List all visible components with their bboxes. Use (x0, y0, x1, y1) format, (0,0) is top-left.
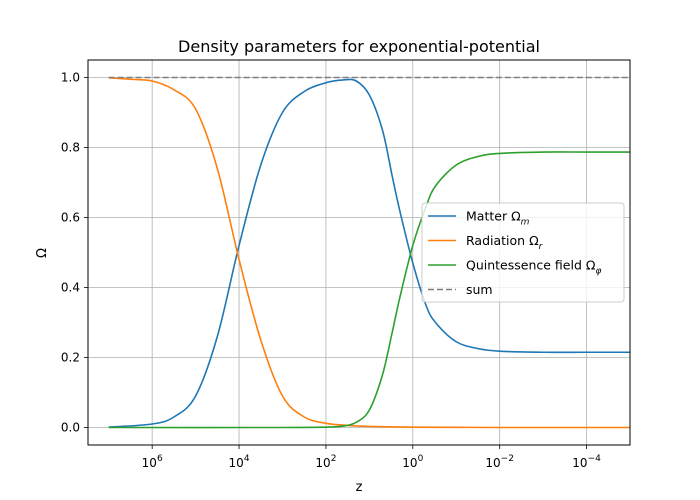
x-tick-label: 100 (402, 454, 423, 470)
series-line-matter (108, 78, 630, 428)
chart-title: Density parameters for exponential-poten… (178, 37, 540, 56)
y-tick-label: 0.2 (61, 351, 80, 365)
y-tick-label: 0.4 (61, 281, 80, 295)
series-layer (108, 76, 631, 429)
y-tick-label: 0.8 (61, 141, 80, 155)
plot-frame (87, 59, 631, 446)
y-tick-label: 1.0 (61, 71, 80, 85)
legend-label: sum (466, 282, 493, 297)
legend-box (421, 202, 625, 303)
y-tick-label: 0.6 (61, 211, 80, 225)
series-line-radiation (108, 77, 631, 429)
legend-label: Quintessence field Ωφ (466, 258, 601, 277)
x-tick-label: 10−2 (485, 454, 514, 470)
x-axis-label: z (356, 480, 363, 495)
series-line-quintessence-field (108, 151, 630, 429)
x-tick-label: 106 (142, 454, 163, 470)
legend-label: Radiation Ωr (466, 233, 544, 252)
legend: Matter Ωm Radiation Ωr Quintessence field Ωφ s… (421, 202, 625, 303)
x-tick-label: 104 (229, 454, 250, 470)
legend-label: Matter Ωm (466, 209, 530, 228)
y-tick-label: 0.0 (61, 421, 80, 435)
x-tick-label: 10−4 (572, 454, 601, 470)
x-tick-label: 102 (315, 454, 336, 470)
y-axis-label: Ω (35, 248, 50, 258)
ticks: 106 104 102 100 10−2 10−4 0.0 0.2 0.4 0.6 0.8 1.0 (61, 71, 601, 471)
